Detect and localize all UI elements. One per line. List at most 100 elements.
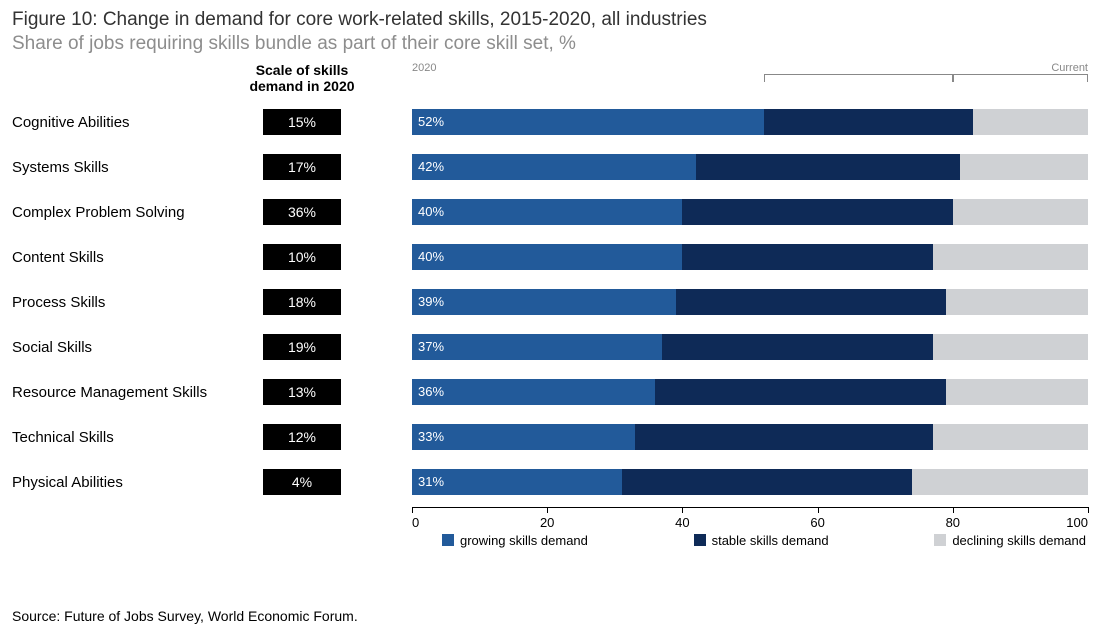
scale-badge: 19% xyxy=(263,334,341,360)
scale-header-line2: demand in 2020 xyxy=(249,78,354,94)
figure-title: Figure 10: Change in demand for core wor… xyxy=(12,8,1088,32)
bar-segment-growing: 52% xyxy=(412,109,764,135)
spacer xyxy=(222,507,382,551)
scale-badge-wrap: 19% xyxy=(222,334,382,360)
figure-container: Figure 10: Change in demand for core wor… xyxy=(0,0,1100,634)
scale-badge: 10% xyxy=(263,244,341,270)
scale-badge-wrap: 10% xyxy=(222,244,382,270)
axis-tick xyxy=(682,507,683,513)
table-row: Process Skills18%39% xyxy=(12,280,1088,325)
bar-area: 36% xyxy=(412,379,1088,405)
bar-value-label: 52% xyxy=(418,109,444,135)
bar-value-label: 40% xyxy=(418,244,444,270)
table-row: Cognitive Abilities 15% 52% xyxy=(12,100,1088,145)
row-label: Content Skills xyxy=(12,249,222,266)
bar-segment-stable xyxy=(662,334,932,360)
bar-value-label: 40% xyxy=(418,199,444,225)
stacked-bar: 31% xyxy=(412,469,1088,495)
swatch-stable-icon xyxy=(694,534,706,546)
bar-segment-declining xyxy=(933,244,1088,270)
bar-value-label: 42% xyxy=(418,154,444,180)
axis-tick-label: 20 xyxy=(540,515,554,530)
swatch-growing-icon xyxy=(442,534,454,546)
bar-segment-growing: 40% xyxy=(412,199,682,225)
bar-segment-declining xyxy=(946,289,1088,315)
table-row: Complex Problem Solving36%40% xyxy=(12,190,1088,235)
bar-area: 52% xyxy=(412,109,1088,135)
x-axis: growing skills demand stable skills dema… xyxy=(412,507,1088,551)
axis-tick-label: 0 xyxy=(412,515,419,530)
scale-badge: 4% xyxy=(263,469,341,495)
axis-line xyxy=(412,507,1088,508)
scale-header-line1: Scale of skills xyxy=(256,62,349,78)
bar-segment-declining xyxy=(946,379,1088,405)
bar-segment-stable xyxy=(635,424,932,450)
table-row: Technical Skills12%33% xyxy=(12,415,1088,460)
spacer xyxy=(12,507,222,551)
axis-tick xyxy=(818,507,819,513)
stacked-bar: 40% xyxy=(412,199,1088,225)
scale-badge: 17% xyxy=(263,154,341,180)
bar-segment-declining xyxy=(960,154,1088,180)
bar-segment-declining xyxy=(953,199,1088,225)
bar-area: 42% xyxy=(412,154,1088,180)
bar-segment-stable xyxy=(622,469,913,495)
bar-segment-declining xyxy=(933,424,1088,450)
scale-badge: 15% xyxy=(263,109,341,135)
row-label: Physical Abilities xyxy=(12,474,222,491)
stacked-bar: 36% xyxy=(412,379,1088,405)
bracket-current-label: Current xyxy=(1051,62,1088,74)
bar-value-label: 37% xyxy=(418,334,444,360)
bar-segment-stable xyxy=(682,199,952,225)
bar-area: 33% xyxy=(412,424,1088,450)
bar-segment-growing: 33% xyxy=(412,424,635,450)
row-label: Process Skills xyxy=(12,294,222,311)
bar-segment-stable xyxy=(682,244,932,270)
bracket-current xyxy=(953,74,1088,82)
bar-segment-stable xyxy=(655,379,946,405)
figure-subtitle: Share of jobs requiring skills bundle as… xyxy=(12,32,1088,56)
swatch-declining-icon xyxy=(934,534,946,546)
axis-tick-label: 100 xyxy=(1066,515,1088,530)
axis-tick-label: 60 xyxy=(810,515,824,530)
legend-item-growing: growing skills demand xyxy=(442,533,588,548)
bar-segment-declining xyxy=(973,109,1088,135)
bar-area: 40% xyxy=(412,244,1088,270)
axis-tick-label: 40 xyxy=(675,515,689,530)
bar-value-label: 36% xyxy=(418,379,444,405)
row-label: Social Skills xyxy=(12,339,222,356)
table-row: Physical Abilities 4% 31% xyxy=(12,460,1088,505)
bar-area: 40% xyxy=(412,199,1088,225)
legend: growing skills demand stable skills dema… xyxy=(412,533,1088,548)
stacked-bar: 52% xyxy=(412,109,1088,135)
bar-value-label: 31% xyxy=(418,469,444,495)
scale-badge: 13% xyxy=(263,379,341,405)
axis-tick-label: 80 xyxy=(946,515,960,530)
bar-segment-declining xyxy=(933,334,1088,360)
axis-tick xyxy=(547,507,548,513)
stacked-bar: 39% xyxy=(412,289,1088,315)
scale-badge-wrap: 13% xyxy=(222,379,382,405)
bar-segment-growing: 31% xyxy=(412,469,622,495)
legend-label-declining: declining skills demand xyxy=(952,533,1086,548)
stacked-bar: 33% xyxy=(412,424,1088,450)
axis-region: growing skills demand stable skills dema… xyxy=(12,507,1088,551)
row-label: Cognitive Abilities xyxy=(12,114,222,131)
chart-rows: Cognitive Abilities15%52%Systems Skills1… xyxy=(12,100,1088,505)
axis-tick xyxy=(412,507,413,513)
bar-area: 37% xyxy=(412,334,1088,360)
legend-label-growing: growing skills demand xyxy=(460,533,588,548)
bar-segment-stable xyxy=(764,109,974,135)
stacked-bar: 37% xyxy=(412,334,1088,360)
bar-segment-growing: 37% xyxy=(412,334,662,360)
stacked-bar: 40% xyxy=(412,244,1088,270)
chart-header-brackets: 2020Current xyxy=(412,64,1088,94)
column-headers: Scale of skills demand in 2020 2020Curre… xyxy=(12,62,1088,94)
scale-badge-wrap: 15% xyxy=(222,109,382,135)
bracket-2020 xyxy=(764,74,953,82)
axis-tick xyxy=(1088,507,1089,513)
table-row: Content Skills 10% 40% xyxy=(12,235,1088,280)
bar-area: 31% xyxy=(412,469,1088,495)
bar-value-label: 33% xyxy=(418,424,444,450)
scale-badge-wrap: 17% xyxy=(222,154,382,180)
